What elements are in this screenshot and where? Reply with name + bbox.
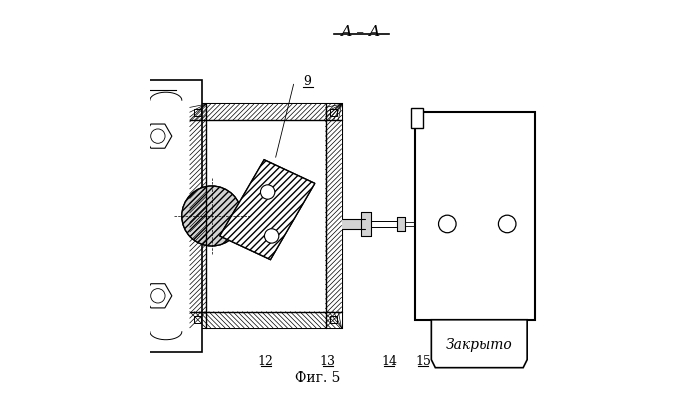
Bar	[194, 316, 201, 324]
Polygon shape	[144, 284, 172, 308]
Bar	[194, 109, 201, 116]
Bar	[190, 105, 342, 121]
Polygon shape	[431, 320, 527, 368]
Text: А – А: А – А	[341, 25, 382, 39]
Bar	[190, 312, 342, 328]
Bar	[190, 105, 342, 328]
Polygon shape	[144, 125, 172, 149]
Bar	[326, 105, 342, 328]
Text: 12: 12	[258, 354, 273, 367]
Bar	[190, 105, 206, 328]
Bar	[410, 109, 424, 129]
Polygon shape	[219, 160, 315, 260]
Bar	[415, 113, 535, 320]
Text: Закрыто: Закрыто	[446, 337, 512, 351]
Bar	[330, 109, 337, 116]
Bar	[330, 316, 337, 324]
Text: 13: 13	[319, 354, 336, 367]
Bar	[130, 81, 202, 352]
Text: 9: 9	[303, 75, 312, 88]
Circle shape	[182, 186, 242, 246]
Circle shape	[264, 229, 279, 243]
Text: Фиг. 5: Фиг. 5	[295, 370, 340, 384]
Circle shape	[261, 185, 275, 200]
Polygon shape	[219, 160, 315, 260]
Text: 14: 14	[382, 354, 398, 367]
Text: 15: 15	[415, 354, 431, 367]
